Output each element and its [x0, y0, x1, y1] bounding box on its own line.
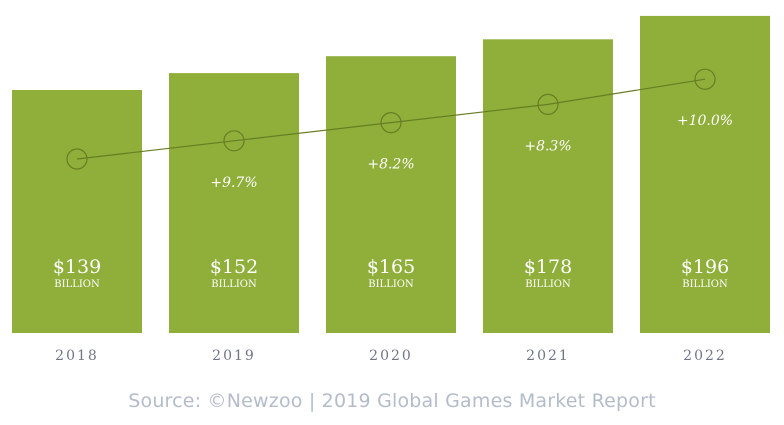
growth-label-2022: +10.0% — [677, 113, 733, 129]
x-tick-label-2019: 2019 — [212, 348, 256, 364]
bar-2021 — [483, 39, 613, 334]
growth-line — [76, 78, 706, 160]
value-label-2019: $152 — [210, 256, 258, 278]
unit-label-2021: BILLION — [525, 279, 571, 290]
growth-label-2021: +8.3% — [524, 138, 571, 154]
growth-label-2019: +9.7% — [210, 175, 257, 191]
x-tick-label-2021: 2021 — [526, 348, 570, 364]
value-label-2021: $178 — [524, 256, 572, 278]
value-label-2018: $139 — [53, 256, 101, 278]
bar-2020 — [326, 56, 456, 333]
bar-2019 — [169, 73, 299, 333]
x-tick-label-2022: 2022 — [683, 348, 727, 364]
growth-marker-2020 — [380, 111, 402, 134]
value-label-2022: $196 — [681, 256, 729, 278]
growth-marker-2022 — [694, 68, 716, 90]
growth-marker-2018 — [66, 148, 88, 170]
bar-2018 — [12, 90, 142, 333]
unit-label-2020: BILLION — [368, 279, 414, 290]
source-caption: Source: ©Newzoo | 2019 Global Games Mark… — [128, 390, 656, 412]
x-tick-label-2018: 2018 — [55, 348, 99, 364]
value-label-2020: $165 — [367, 256, 415, 278]
unit-label-2019: BILLION — [211, 279, 257, 290]
growth-marker-2019 — [223, 130, 245, 152]
x-tick-label-2020: 2020 — [369, 348, 413, 364]
growth-label-2020: +8.2% — [367, 157, 414, 173]
growth-marker-2021 — [537, 93, 559, 116]
unit-label-2022: BILLION — [682, 279, 728, 290]
unit-label-2018: BILLION — [54, 279, 100, 290]
